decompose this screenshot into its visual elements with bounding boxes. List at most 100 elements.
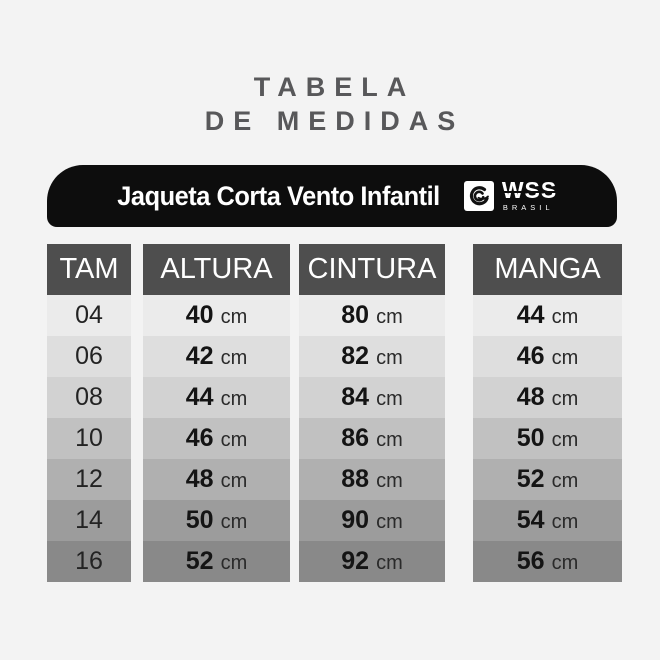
cintura-value: 90: [341, 506, 370, 534]
unit-label: cm: [220, 347, 248, 369]
size-cell: 10: [47, 418, 131, 459]
brand-text: WSS BRASIL: [500, 179, 558, 212]
unit-label: cm: [551, 470, 579, 492]
column-header-cintura: CINTURA: [299, 244, 445, 295]
unit-label: cm: [220, 429, 248, 451]
unit-label: cm: [220, 552, 248, 574]
unit-label: cm: [220, 306, 248, 328]
altura-value: 46: [185, 424, 214, 452]
brand-stencil-line: [500, 191, 558, 193]
page-title: TABELA DE MEDIDAS: [0, 0, 660, 138]
manga-cell: 46 cm: [473, 336, 622, 377]
altura-cell: 52 cm: [143, 541, 290, 582]
manga-value: 54: [516, 506, 545, 534]
manga-value: 46: [516, 342, 545, 370]
cintura-cell: 86 cm: [299, 418, 445, 459]
altura-cell: 44 cm: [143, 377, 290, 418]
column-header-altura: ALTURA: [143, 244, 290, 295]
manga-value: 44: [516, 301, 545, 329]
manga-cell: 48 cm: [473, 377, 622, 418]
manga-value: 56: [516, 547, 545, 575]
manga-value: 48: [516, 383, 545, 411]
cintura-value: 92: [341, 547, 370, 575]
altura-cell: 42 cm: [143, 336, 290, 377]
cintura-cell: 82 cm: [299, 336, 445, 377]
manga-value: 52: [516, 465, 545, 493]
product-name: Jaqueta Corta Vento Infantil: [117, 180, 440, 211]
altura-value: 40: [185, 301, 214, 329]
size-cell: 08: [47, 377, 131, 418]
unit-label: cm: [376, 347, 403, 369]
unit-label: cm: [551, 552, 579, 574]
altura-value: 48: [185, 465, 214, 493]
size-cell: 12: [47, 459, 131, 500]
wave-swirl-icon: [463, 181, 494, 211]
cintura-cell: 88 cm: [299, 459, 445, 500]
altura-cell: 48 cm: [143, 459, 290, 500]
size-value: 10: [75, 424, 103, 452]
brand-subtitle: BRASIL: [502, 203, 554, 212]
size-cell: 16: [47, 541, 131, 582]
unit-label: cm: [551, 429, 579, 451]
table-row: 10 46 cm 86 cm 50 cm: [47, 418, 622, 459]
cintura-cell: 84 cm: [299, 377, 445, 418]
table-row: 12 48 cm 88 cm 52 cm: [47, 459, 622, 500]
manga-cell: 50 cm: [473, 418, 622, 459]
cintura-value: 88: [341, 465, 370, 493]
size-value: 14: [75, 506, 103, 534]
altura-value: 44: [185, 383, 214, 411]
unit-label: cm: [376, 429, 403, 451]
unit-label: cm: [551, 347, 579, 369]
size-value: 08: [75, 383, 103, 411]
product-banner: Jaqueta Corta Vento Infantil WSS BRASIL: [47, 165, 617, 227]
size-cell: 04: [47, 295, 131, 336]
altura-cell: 40 cm: [143, 295, 290, 336]
unit-label: cm: [551, 388, 579, 410]
unit-label: cm: [376, 552, 403, 574]
unit-label: cm: [376, 306, 403, 328]
unit-label: cm: [551, 306, 579, 328]
cintura-cell: 92 cm: [299, 541, 445, 582]
table-row: 06 42 cm 82 cm 46 cm: [47, 336, 622, 377]
table-row: 08 44 cm 84 cm 48 cm: [47, 377, 622, 418]
unit-label: cm: [551, 511, 579, 533]
cintura-cell: 80 cm: [299, 295, 445, 336]
table-row: 14 50 cm 90 cm 54 cm: [47, 500, 622, 541]
cintura-value: 80: [341, 301, 370, 329]
brand-logo: WSS BRASIL: [463, 179, 558, 212]
size-value: 06: [75, 342, 103, 370]
altura-value: 50: [185, 506, 214, 534]
size-cell: 14: [47, 500, 131, 541]
unit-label: cm: [376, 388, 403, 410]
manga-cell: 52 cm: [473, 459, 622, 500]
unit-label: cm: [220, 388, 248, 410]
column-header-tam: TAM: [47, 244, 131, 295]
table-header-row: TAM ALTURA CINTURA MANGA: [47, 244, 622, 295]
altura-cell: 46 cm: [143, 418, 290, 459]
unit-label: cm: [376, 511, 403, 533]
unit-label: cm: [220, 470, 248, 492]
size-cell: 06: [47, 336, 131, 377]
cintura-value: 86: [341, 424, 370, 452]
table-body: 04 40 cm 80 cm 44 cm 06 42 cm 82 cm 46 cm 08 4…: [47, 295, 622, 582]
unit-label: cm: [220, 511, 248, 533]
altura-value: 42: [185, 342, 214, 370]
column-header-manga: MANGA: [473, 244, 622, 295]
page-title-line2: DE MEDIDAS: [204, 106, 465, 136]
size-value: 04: [75, 301, 103, 329]
unit-label: cm: [376, 470, 403, 492]
measurements-table: TAM ALTURA CINTURA MANGA 04 40 cm 80 cm 44…: [47, 244, 622, 582]
cintura-value: 82: [341, 342, 370, 370]
manga-cell: 56 cm: [473, 541, 622, 582]
manga-value: 50: [516, 424, 545, 452]
cintura-value: 84: [341, 383, 370, 411]
manga-cell: 54 cm: [473, 500, 622, 541]
table-row: 04 40 cm 80 cm 44 cm: [47, 295, 622, 336]
altura-cell: 50 cm: [143, 500, 290, 541]
altura-value: 52: [185, 547, 214, 575]
manga-cell: 44 cm: [473, 295, 622, 336]
page-title-line1: TABELA: [253, 72, 416, 102]
size-value: 12: [75, 465, 103, 493]
size-value: 16: [75, 547, 103, 575]
